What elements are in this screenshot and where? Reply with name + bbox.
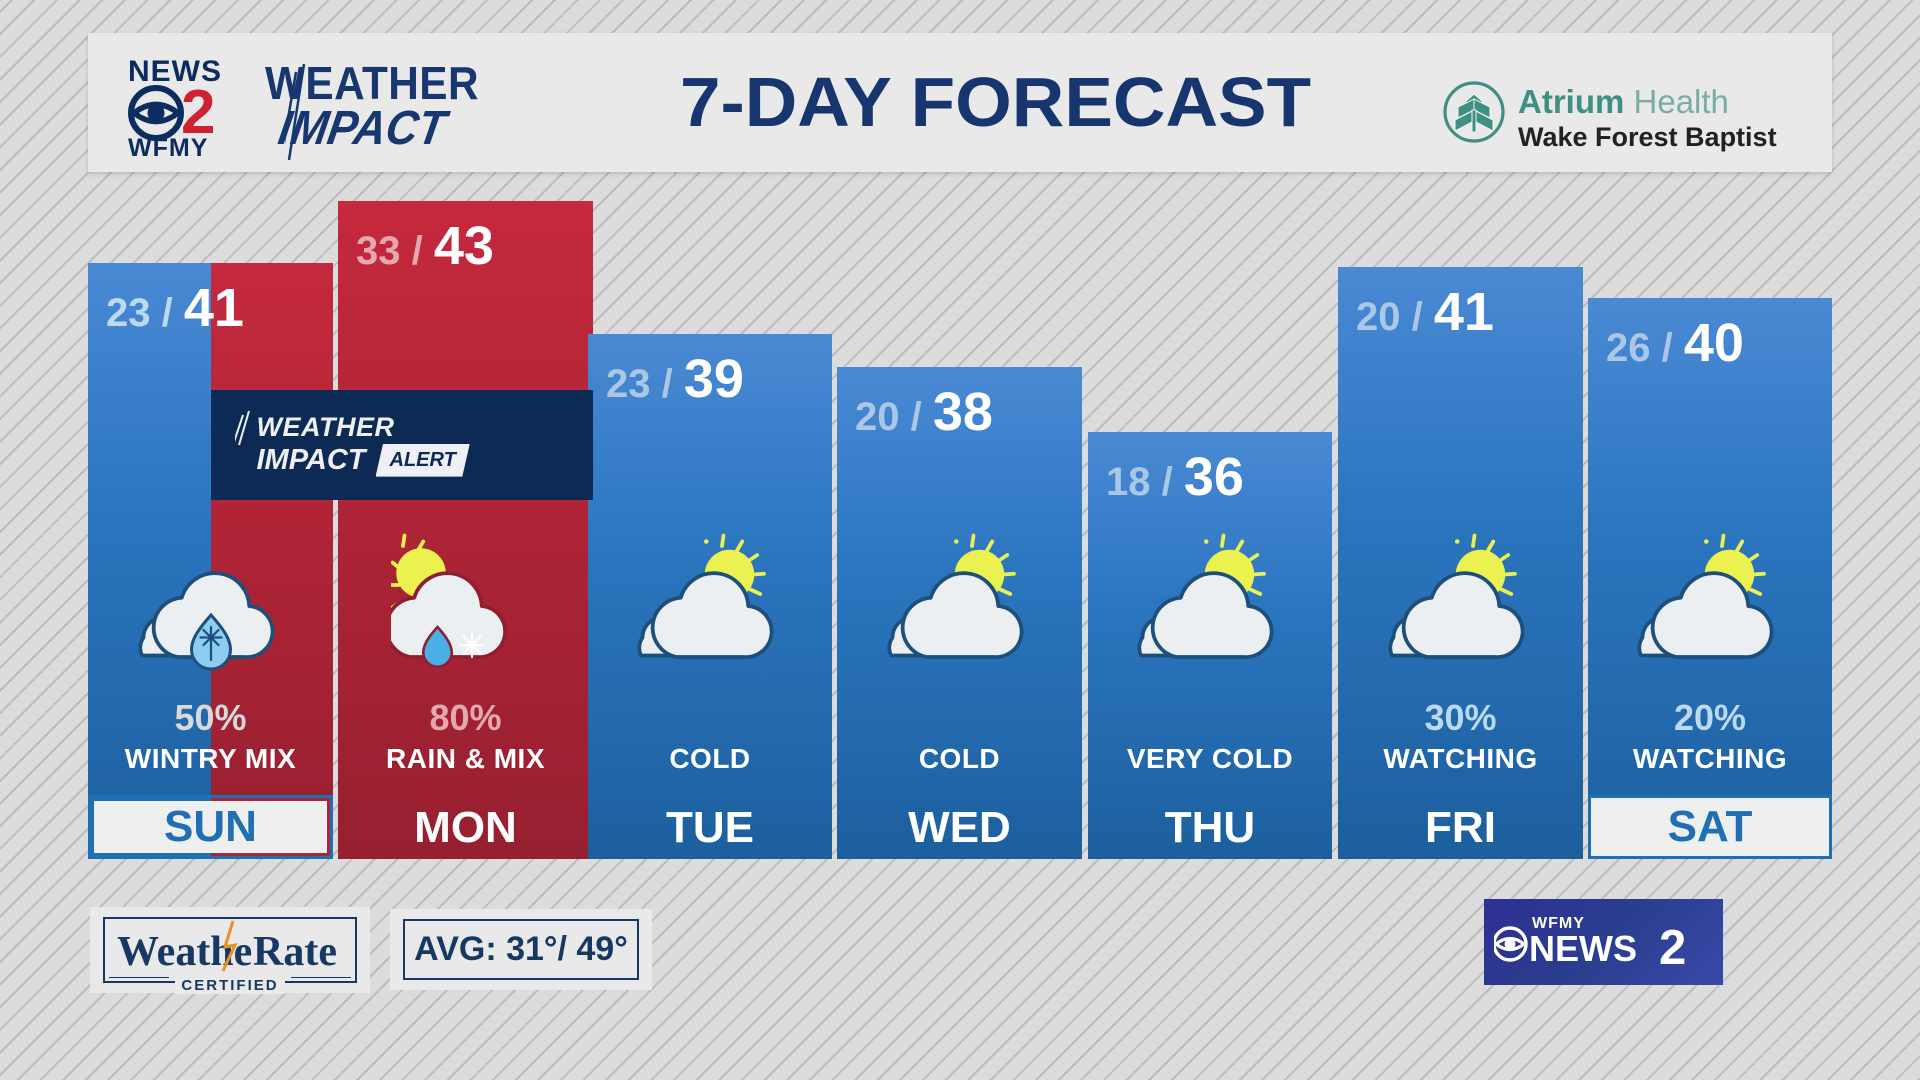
svg-text:2: 2 xyxy=(1659,921,1686,973)
svg-text:NEWS: NEWS xyxy=(1529,928,1637,969)
svg-text:WFMY: WFMY xyxy=(128,134,208,160)
